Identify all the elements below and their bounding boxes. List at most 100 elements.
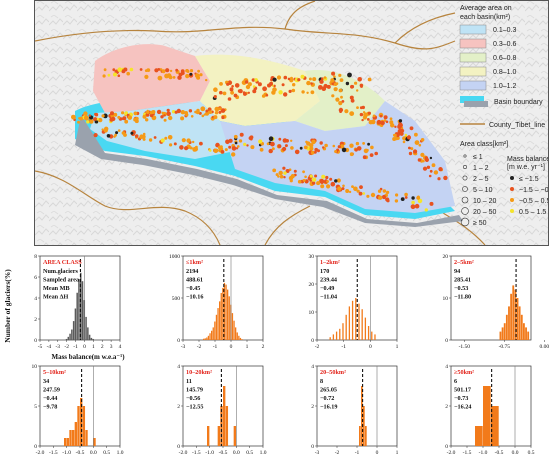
stats-line: 488.61	[186, 277, 203, 284]
y-tick-label: 20	[309, 282, 315, 288]
glacier-dot	[189, 72, 193, 76]
x-tick-label: -1	[73, 344, 78, 350]
glacier-dot	[221, 115, 225, 120]
glacier-dot	[416, 196, 421, 200]
stats-line: −12.55	[186, 404, 203, 411]
glacier-dot	[282, 146, 287, 152]
glacier-dot	[338, 73, 342, 77]
glacier-dot	[339, 78, 344, 82]
glacier-dot	[304, 175, 307, 179]
stats-line: 8	[320, 378, 323, 385]
glacier-dot	[380, 120, 385, 126]
glacier-dot	[437, 177, 441, 181]
county-line	[284, 0, 316, 30]
glacier-dot	[134, 134, 139, 138]
glacier-dot	[230, 90, 235, 95]
glacier-dot	[429, 201, 434, 206]
y-tick-label: 0	[445, 338, 448, 344]
glacier-dot	[166, 111, 171, 117]
glacier-dot	[252, 89, 257, 94]
histogram-bar	[361, 386, 363, 446]
county-line	[264, 205, 311, 246]
glacier-dot	[309, 174, 313, 178]
glacier-dot	[326, 184, 331, 189]
histogram-bar	[217, 426, 221, 446]
stats-line: −0.49	[320, 285, 334, 292]
histogram-panel: -2.0 -1.5 -1.0 -0.5 0.0 0.5 1.0 0 5 10 5–10km² 34 24…	[32, 364, 124, 456]
histogram-bar	[231, 313, 234, 340]
area-class-label: 0.6–0.8	[493, 55, 516, 62]
glacier-dot	[271, 90, 276, 95]
glacier-dot	[424, 208, 428, 212]
glacier-dot	[278, 90, 283, 95]
histogram-bar	[206, 337, 208, 340]
glacier-dot	[276, 75, 282, 80]
glacier-dot	[335, 97, 340, 102]
glacier-dot	[332, 144, 336, 148]
x-tick-label: -1.5	[49, 450, 58, 456]
basin-boundary-swatch	[460, 96, 484, 103]
x-tick-label: -5	[38, 344, 43, 350]
basin-boundary-label: Basin boundary	[494, 99, 543, 106]
glacier-dot	[362, 142, 365, 145]
glacier-dot	[161, 111, 165, 115]
histogram-bar	[82, 406, 86, 446]
x-tick-label: 0	[369, 344, 372, 350]
glacier-dot	[386, 199, 390, 203]
basin-1.0-1.2	[220, 101, 455, 213]
glacier-dot	[262, 86, 267, 92]
glacier-dot	[381, 194, 387, 200]
glacier-dot	[367, 142, 370, 146]
glacier-dot	[383, 119, 387, 122]
size-class-label: 5 – 10	[473, 187, 493, 194]
glacier-dots	[71, 67, 448, 212]
glacier-dot	[341, 100, 345, 103]
glacier-dot	[78, 117, 81, 120]
glacier-dot	[418, 143, 422, 147]
glacier-dot	[215, 149, 219, 152]
glacier-dot	[339, 144, 345, 149]
glacier-dot	[310, 82, 313, 85]
glacier-dot	[311, 139, 316, 145]
x-tick-label: -1.0	[479, 450, 488, 456]
glacier-dot	[429, 156, 433, 160]
stats-line: Mean ΔH	[43, 294, 69, 301]
y-tick-label: 0	[177, 444, 180, 450]
glacier-dot	[247, 91, 250, 95]
glacier-dot	[254, 78, 258, 82]
basin-boundary-shadow-swatch	[464, 101, 488, 107]
glacier-dot	[145, 112, 150, 117]
glacier-dot	[277, 144, 282, 149]
stats-line: 285.41	[454, 277, 471, 284]
y-tick-label: 0	[311, 338, 314, 344]
glacier-dot	[355, 141, 360, 146]
glacier-dot	[127, 115, 133, 120]
glacier-dot	[367, 111, 371, 115]
glacier-dot	[366, 118, 370, 121]
glacier-dot	[310, 150, 315, 155]
glacier-dot	[408, 146, 411, 150]
histogram-bar	[219, 301, 221, 340]
glacier-dot	[377, 189, 382, 193]
glacier-dot	[306, 141, 311, 146]
glacier-dot	[219, 90, 223, 95]
glacier-dot	[393, 133, 397, 137]
glacier-dot	[395, 193, 399, 197]
glacier-dot	[417, 198, 423, 204]
glacier-dot	[345, 189, 350, 193]
histogram-bar	[66, 438, 70, 446]
glacier-dot	[101, 114, 105, 118]
glacier-dot	[361, 105, 365, 110]
y-tick-label: 8	[34, 254, 37, 260]
glacier-dot	[306, 91, 309, 95]
histogram-bar	[212, 327, 214, 340]
glacier-dot	[218, 110, 222, 114]
glacier-dot	[420, 152, 425, 157]
glacier-dot	[411, 200, 415, 205]
glacier-dot	[404, 133, 408, 137]
glacier-dot	[189, 69, 194, 73]
x-tick-label: -1.50	[459, 344, 471, 350]
x-tick-label: 2	[101, 344, 104, 350]
